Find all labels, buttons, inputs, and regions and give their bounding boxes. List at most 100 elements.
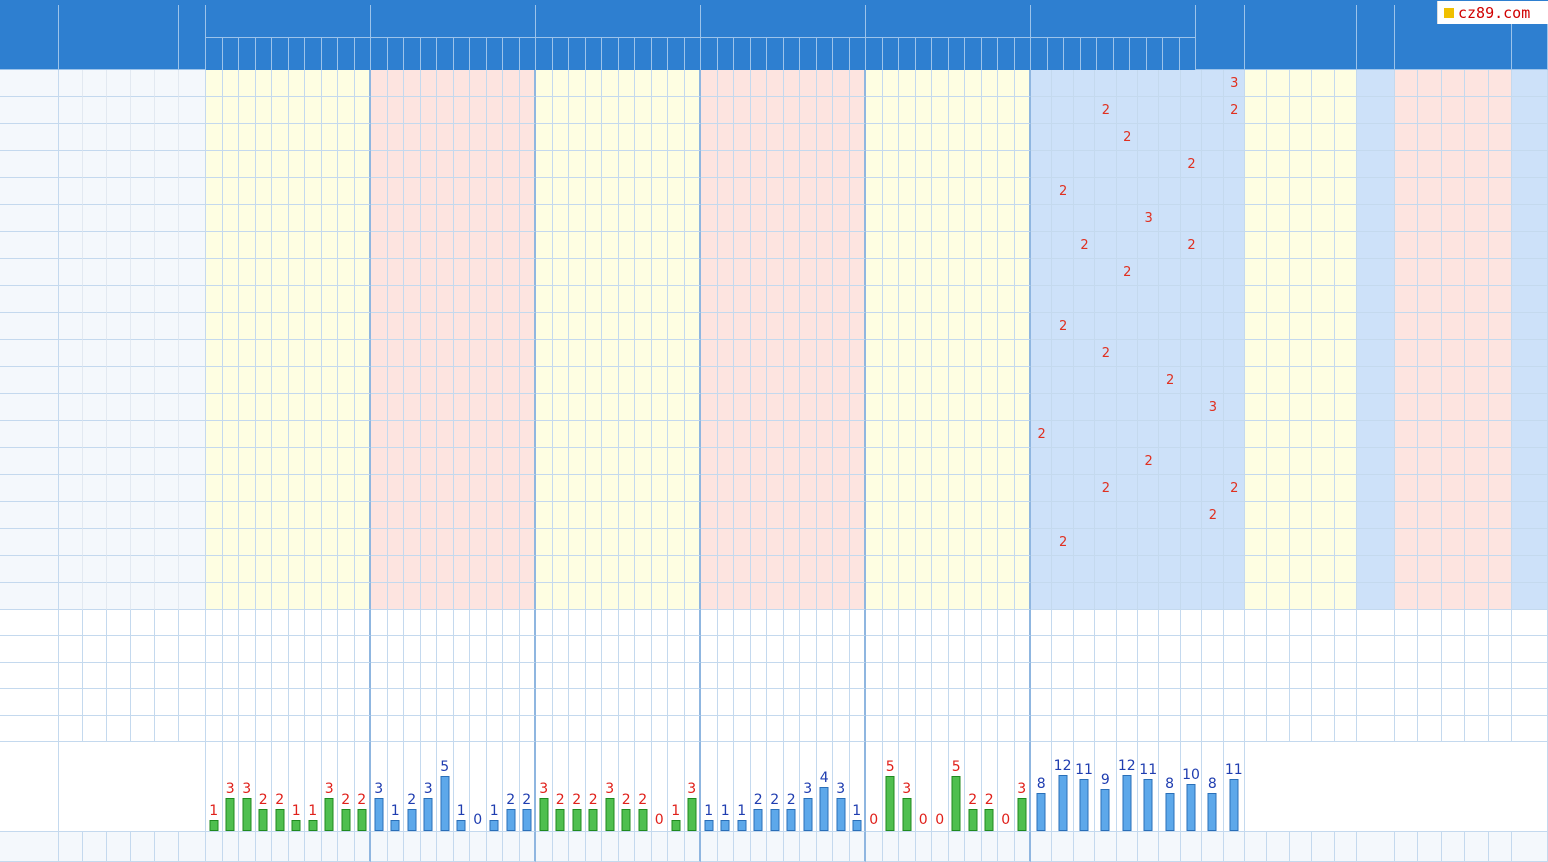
odd-even-cell	[1488, 421, 1512, 448]
trend-cell	[948, 583, 965, 610]
odd-even-cell	[1488, 556, 1512, 583]
odd-even-cell	[1488, 178, 1512, 205]
empty-cell	[371, 610, 388, 637]
trend-hit-cell	[404, 313, 421, 340]
sum-cell	[179, 556, 206, 583]
trend-cell	[420, 421, 437, 448]
stat-bar	[951, 776, 961, 831]
trend-cell	[833, 178, 850, 205]
winning-digit	[131, 421, 155, 448]
empty-cell	[866, 689, 883, 716]
site-logo[interactable]: cz89.com	[1437, 1, 1548, 24]
empty-cell	[1245, 689, 1268, 716]
size-cell	[1289, 583, 1313, 610]
trend-cell	[569, 124, 586, 151]
trend-cell	[767, 583, 784, 610]
footer-blank	[1289, 832, 1313, 862]
trend-cell	[882, 367, 899, 394]
trend-cell	[585, 448, 602, 475]
winning-digit	[131, 259, 155, 286]
empty-cell	[717, 636, 734, 663]
trend-cell	[635, 313, 652, 340]
distribution-hit-cell: 2	[1052, 529, 1074, 556]
stat-bar	[225, 798, 235, 831]
trend-cell	[288, 70, 305, 97]
trend-cell	[503, 178, 520, 205]
trend-cell	[519, 421, 536, 448]
distribution-hit-cell: 2	[1116, 259, 1138, 286]
trend-cell	[272, 529, 289, 556]
trend-cell	[305, 70, 322, 97]
size-cell	[1267, 124, 1290, 151]
distribution-hit-cell	[1116, 421, 1138, 448]
empty-cell	[1418, 715, 1442, 742]
empty-cell	[155, 715, 179, 742]
trend-cell	[651, 205, 668, 232]
distribution-cell	[1031, 232, 1053, 259]
stat-cell: 5	[437, 742, 454, 832]
empty-cell	[288, 662, 305, 690]
trend-cell	[750, 259, 767, 286]
distribution-cell	[1052, 448, 1074, 475]
size-cell	[1334, 259, 1357, 286]
empty-cell	[1052, 715, 1074, 742]
trend-cell	[338, 313, 355, 340]
trend-cell	[618, 529, 635, 556]
trend-cell	[849, 529, 866, 556]
winning-digit	[131, 178, 155, 205]
distribution-cell	[1095, 448, 1117, 475]
empty-cell	[767, 662, 784, 690]
size-ratio-cell	[1357, 151, 1395, 178]
period-cell	[0, 97, 59, 124]
stat-bar	[753, 809, 763, 831]
distribution-cell	[1073, 448, 1096, 475]
trend-cell	[552, 367, 569, 394]
trend-cell	[288, 502, 305, 529]
winning-digit	[107, 124, 131, 151]
trend-cell	[486, 205, 503, 232]
trend-cell	[321, 421, 338, 448]
footer-blank	[1245, 832, 1268, 862]
stat-cell: 3	[420, 742, 437, 832]
trend-cell	[288, 205, 305, 232]
trend-cell	[503, 151, 520, 178]
trend-cell	[668, 151, 685, 178]
empty-cell	[948, 610, 965, 637]
distribution-cell	[1052, 502, 1074, 529]
trend-cell	[486, 178, 503, 205]
empty-cell	[59, 715, 83, 742]
winning-digit	[107, 97, 131, 124]
distribution-hit-cell	[1180, 70, 1203, 97]
empty-cell	[131, 636, 155, 663]
odd-even-cell	[1395, 205, 1419, 232]
trend-cell	[816, 475, 833, 502]
stat-cell: 2	[981, 742, 998, 832]
empty-cell	[239, 662, 256, 690]
trend-cell	[833, 583, 850, 610]
trend-cell	[734, 475, 751, 502]
footer-digit-1	[1052, 832, 1074, 862]
size-cell	[1312, 394, 1335, 421]
odd-even-cell	[1441, 421, 1466, 448]
distribution-cell	[1138, 259, 1160, 286]
trend-cell	[668, 394, 685, 421]
header-digit-8	[998, 38, 1015, 70]
trend-cell	[833, 529, 850, 556]
trend-cell	[800, 475, 817, 502]
trend-cell	[800, 421, 817, 448]
distribution-cell	[1202, 178, 1224, 205]
trend-cell	[915, 70, 932, 97]
trend-cell	[783, 151, 800, 178]
trend-cell	[437, 448, 454, 475]
trend-cell	[816, 205, 833, 232]
distribution-cell	[1202, 313, 1224, 340]
trend-cell	[255, 556, 272, 583]
header-digit-4	[437, 38, 454, 70]
trend-cell	[519, 232, 536, 259]
trend-cell	[635, 259, 652, 286]
odd-even-cell	[1418, 340, 1442, 367]
trend-cell	[849, 205, 866, 232]
trend-cell	[734, 97, 751, 124]
trend-cell	[635, 583, 652, 610]
odd-ratio-cell	[1512, 232, 1548, 259]
